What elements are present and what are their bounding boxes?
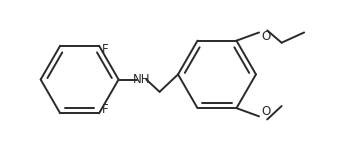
Text: O: O: [261, 105, 270, 118]
Text: NH: NH: [132, 73, 150, 86]
Text: F: F: [102, 43, 109, 56]
Text: O: O: [261, 30, 270, 43]
Text: F: F: [102, 103, 109, 116]
